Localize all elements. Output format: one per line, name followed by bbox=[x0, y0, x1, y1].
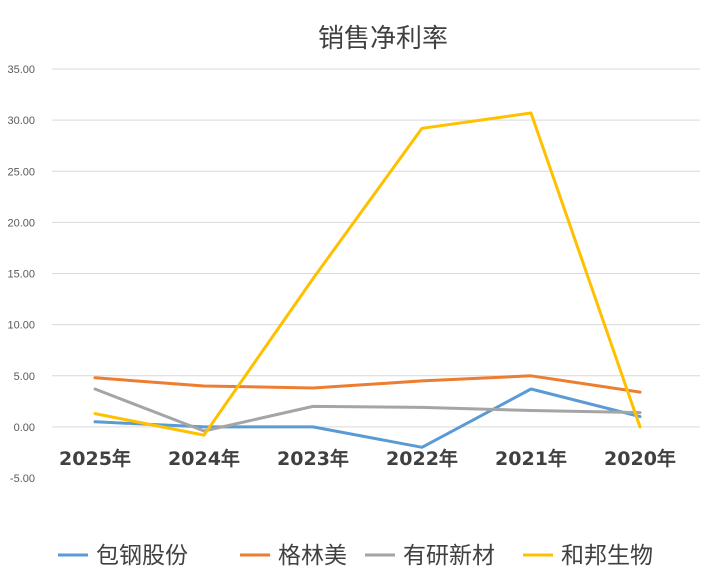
y-tick-label: -5.00 bbox=[10, 473, 35, 485]
y-tick-label: 10.00 bbox=[7, 320, 35, 332]
legend-label: 和邦生物 bbox=[561, 543, 653, 569]
series-line-1 bbox=[93, 374, 642, 394]
series-line-0 bbox=[93, 387, 642, 449]
y-tick-label: 20.00 bbox=[7, 217, 35, 229]
gridlines bbox=[52, 68, 700, 428]
legend-item: 有研新材 bbox=[365, 543, 495, 569]
legend-item: 格林美 bbox=[240, 543, 347, 569]
series-line-2 bbox=[93, 387, 642, 433]
legend: 包钢股份 格林美 有研新材 和邦生物 bbox=[58, 543, 653, 569]
legend-label: 格林美 bbox=[278, 543, 347, 569]
x-tick-label: 2025年 bbox=[59, 447, 131, 470]
legend-item: 包钢股份 bbox=[58, 543, 188, 569]
x-tick-label: 2020年 bbox=[604, 447, 676, 470]
y-tick-label: 0.00 bbox=[14, 422, 35, 434]
x-tick-label: 2021年 bbox=[495, 447, 567, 470]
chart-title: 销售净利率 bbox=[318, 24, 448, 54]
legend-item: 和邦生物 bbox=[523, 543, 653, 569]
series-line-3 bbox=[93, 111, 642, 437]
y-tick-label: 25.00 bbox=[7, 166, 35, 178]
legend-label: 包钢股份 bbox=[96, 543, 188, 569]
y-tick-label: 35.00 bbox=[7, 64, 35, 76]
y-tick-label: 5.00 bbox=[14, 371, 35, 383]
y-tick-label: 30.00 bbox=[7, 115, 35, 127]
y-axis-ticks: 35.00 30.00 25.00 20.00 15.00 10.00 5.00 0.00 -5… bbox=[7, 64, 35, 485]
y-tick-label: 15.00 bbox=[7, 269, 35, 281]
legend-label: 有研新材 bbox=[403, 543, 495, 569]
x-axis-ticks: 2025年 2024年 2023年 2022年 2021年 2020年 bbox=[59, 447, 676, 470]
x-tick-label: 2022年 bbox=[386, 447, 458, 470]
x-tick-label: 2023年 bbox=[277, 447, 349, 470]
x-tick-label: 2024年 bbox=[168, 447, 240, 470]
series-lines bbox=[93, 111, 642, 449]
